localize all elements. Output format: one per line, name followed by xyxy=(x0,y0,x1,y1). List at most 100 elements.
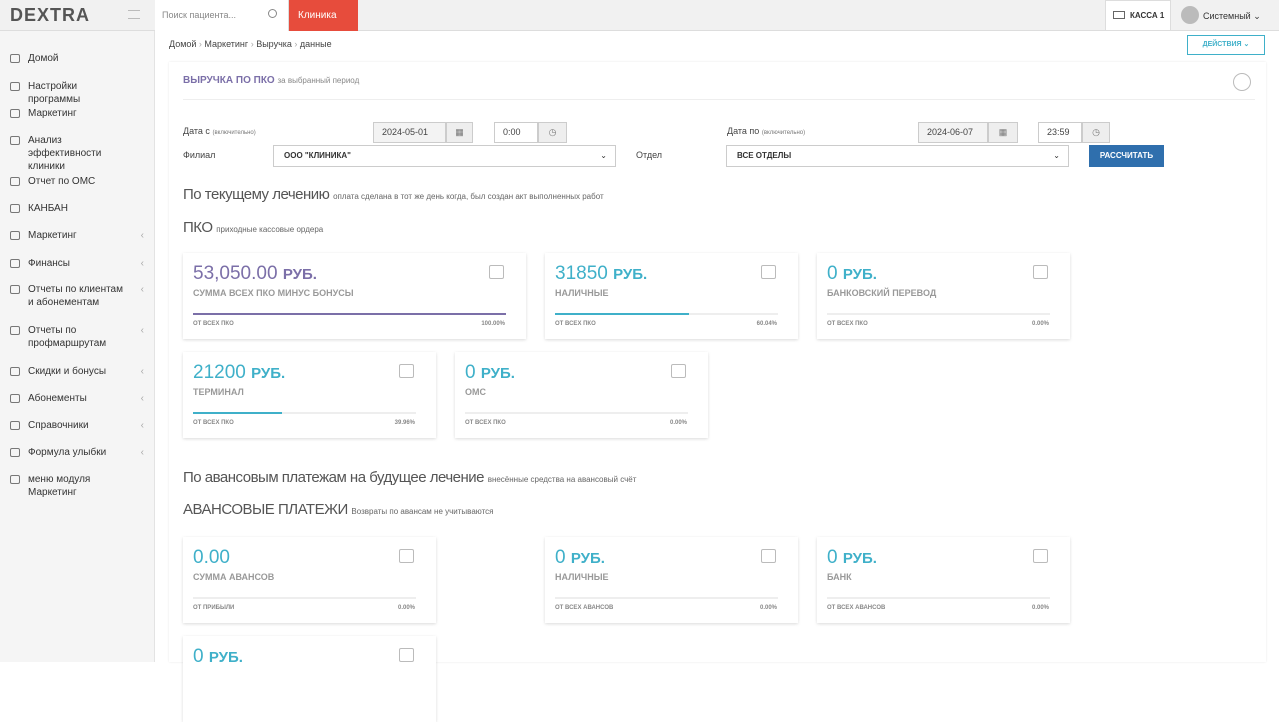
card-icon xyxy=(399,549,414,563)
sidebar-item[interactable]: Анализ эффективности клиники xyxy=(8,134,148,173)
page: DEXTRA Поиск пациента... Клиника КАССА 1… xyxy=(0,0,1279,667)
card-icon xyxy=(761,265,776,279)
department-select[interactable]: ВСЕ ОТДЕЛЫ ⌄ xyxy=(726,145,1069,167)
progress-track xyxy=(193,313,506,315)
time-to-input[interactable]: 23:59 xyxy=(1038,122,1082,143)
actions-button[interactable]: ДЕЙСТВИЯ ⌄ xyxy=(1187,35,1265,55)
stat-card: 53,050.00 РУБ. СУММА ВСЕХ ПКО МИНУС БОНУС… xyxy=(183,253,526,339)
heading-note: внесённые средства на авансовый счёт xyxy=(487,475,637,484)
amount-value: 0 xyxy=(827,547,838,568)
stat-card: 0 РУБ. xyxy=(183,636,436,722)
card-base: ОТ ВСЕХ ПКО xyxy=(827,321,868,327)
card-label: БАНК xyxy=(827,572,852,582)
cash-desk[interactable]: КАССА 1 xyxy=(1105,0,1171,31)
crumb[interactable]: данные xyxy=(299,39,332,49)
logo[interactable]: DEXTRA xyxy=(10,5,90,26)
subheading-text: ПКО xyxy=(183,219,213,236)
progress-bar xyxy=(193,412,283,414)
card-label: ОМС xyxy=(465,387,486,397)
sidebar-item[interactable]: Настройки программы xyxy=(8,80,148,106)
amount-currency: РУБ. xyxy=(613,266,648,283)
sidebar-label: Настройки программы xyxy=(28,81,81,105)
amount-currency: РУБ. xyxy=(282,266,317,283)
calendar-button[interactable]: ▦ xyxy=(988,122,1018,143)
card-amount: 21200 РУБ. xyxy=(193,362,285,384)
amount-currency: РУБ. xyxy=(251,365,286,382)
sidebar-item[interactable]: Маркетинг xyxy=(8,107,148,120)
section-subheading: АВАНСОВЫЕ ПЛАТЕЖИ Возвраты по авансам не… xyxy=(183,501,494,518)
search-placeholder: Поиск пациента... xyxy=(162,10,237,20)
sidebar-item[interactable]: Маркетинг ‹ xyxy=(8,229,148,242)
expand-button[interactable] xyxy=(1233,73,1251,91)
clinic-tab[interactable]: Клиника xyxy=(289,0,358,31)
sidebar-icon xyxy=(10,394,20,403)
date-to-input[interactable]: 2024-06-07 xyxy=(918,122,988,143)
sidebar-item[interactable]: Абонементы ‹ xyxy=(8,392,148,405)
branch-label: Филиал xyxy=(183,150,216,160)
sidebar-item[interactable]: КАНБАН xyxy=(8,202,148,215)
sidebar-icon xyxy=(10,231,20,240)
card-share: 0.00% xyxy=(397,605,415,611)
sidebar-item[interactable]: Скидки и бонусы ‹ xyxy=(8,365,148,378)
stat-card: 0 РУБ. НАЛИЧНЫЕ ОТ ВСЕХ АВАНСОВ 0.00% xyxy=(545,537,798,623)
card-base: ОТ ВСЕХ ПКО xyxy=(193,420,234,426)
crumb[interactable]: Выручка xyxy=(256,39,292,49)
label-text: Дата по xyxy=(727,126,760,136)
amount-currency: РУБ. xyxy=(208,649,243,666)
calendar-button[interactable]: ▦ xyxy=(446,122,473,143)
card-share: 0.00% xyxy=(1031,605,1049,611)
sidebar-icon xyxy=(10,448,20,457)
amount-currency: РУБ. xyxy=(842,550,877,567)
sidebar-label: Отчеты по клиентам и абонементам xyxy=(28,284,123,308)
progress-bar xyxy=(193,313,506,315)
select-caret: ⌄ xyxy=(1053,151,1060,160)
sidebar-item[interactable]: Финансы ‹ xyxy=(8,257,148,270)
stat-card: 31850 РУБ. НАЛИЧНЫЕ ОТ ВСЕХ ПКО 60.04% xyxy=(545,253,798,339)
card-amount: 0 РУБ. xyxy=(193,646,243,668)
submenu-arrow: ‹ xyxy=(140,325,144,336)
search-box[interactable]: Поиск пациента... xyxy=(155,0,289,31)
amount-value: 0 xyxy=(193,646,204,667)
stat-card: 21200 РУБ. ТЕРМИНАЛ ОТ ВСЕХ ПКО 39.96% xyxy=(183,352,436,438)
subheading-note: Возвраты по авансам не учитываются xyxy=(351,507,494,516)
calculate-button[interactable]: РАССЧИТАТЬ xyxy=(1089,145,1164,167)
crumb[interactable]: Домой xyxy=(169,39,197,49)
progress-track xyxy=(193,412,416,414)
card-amount: 0 РУБ. xyxy=(827,547,877,569)
submenu-arrow: ‹ xyxy=(140,284,144,295)
sidebar-label: Отчеты по профмаршрутам xyxy=(28,325,107,349)
date-from-input[interactable]: 2024-05-01 xyxy=(373,122,446,143)
section-heading: По авансовым платежам на будущее лечение… xyxy=(183,469,636,486)
clock-button[interactable]: ◷ xyxy=(538,122,567,143)
amount-value: 31850 xyxy=(555,263,608,284)
sidebar-item[interactable]: Отчет по ОМС xyxy=(8,175,148,188)
progress-track xyxy=(555,313,778,315)
stat-card: 0.00 СУММА АВАНСОВ ОТ ПРИБЫЛИ 0.00% xyxy=(183,537,436,623)
sidebar-icon xyxy=(10,326,20,335)
sidebar: Домой Настройки программы Маркетинг Анализ … xyxy=(0,31,155,662)
branch-select[interactable]: ООО "КЛИНИКА" ⌄ xyxy=(273,145,616,167)
sidebar-item[interactable]: Отчеты по клиентам и абонементам ‹ xyxy=(8,283,148,309)
search-icon xyxy=(268,9,277,18)
card-base: ОТ ВСЕХ АВАНСОВ xyxy=(555,605,614,611)
sidebar-item[interactable]: Домой xyxy=(8,52,148,65)
time-from-input[interactable]: 0:00 xyxy=(494,122,538,143)
card-icon xyxy=(489,265,504,279)
clock-button[interactable]: ◷ xyxy=(1082,122,1110,143)
amount-value: 53,050.00 xyxy=(193,263,278,284)
breadcrumb: Домой › Маркетинг › Выручка › данные xyxy=(169,39,332,49)
crumb[interactable]: Маркетинг xyxy=(204,39,249,49)
sidebar-icon xyxy=(10,475,20,484)
user-menu[interactable]: Системный ⌄ xyxy=(1203,11,1261,21)
sidebar-item[interactable]: Справочники ‹ xyxy=(8,419,148,432)
sidebar-label: Домой xyxy=(28,53,59,64)
submenu-arrow: ‹ xyxy=(140,366,144,377)
sidebar-label: Отчет по ОМС xyxy=(28,176,96,187)
sidebar-item[interactable]: Формула улыбки ‹ xyxy=(8,446,148,459)
actions-label: ДЕЙСТВИЯ xyxy=(1202,41,1242,48)
card-icon xyxy=(399,364,414,378)
sidebar-item[interactable]: меню модуля Маркетинг xyxy=(8,473,148,499)
card-label: СУММА АВАНСОВ xyxy=(193,572,275,582)
sidebar-item[interactable]: Отчеты по профмаршрутам ‹ xyxy=(8,324,148,350)
menu-toggle[interactable] xyxy=(128,10,140,19)
